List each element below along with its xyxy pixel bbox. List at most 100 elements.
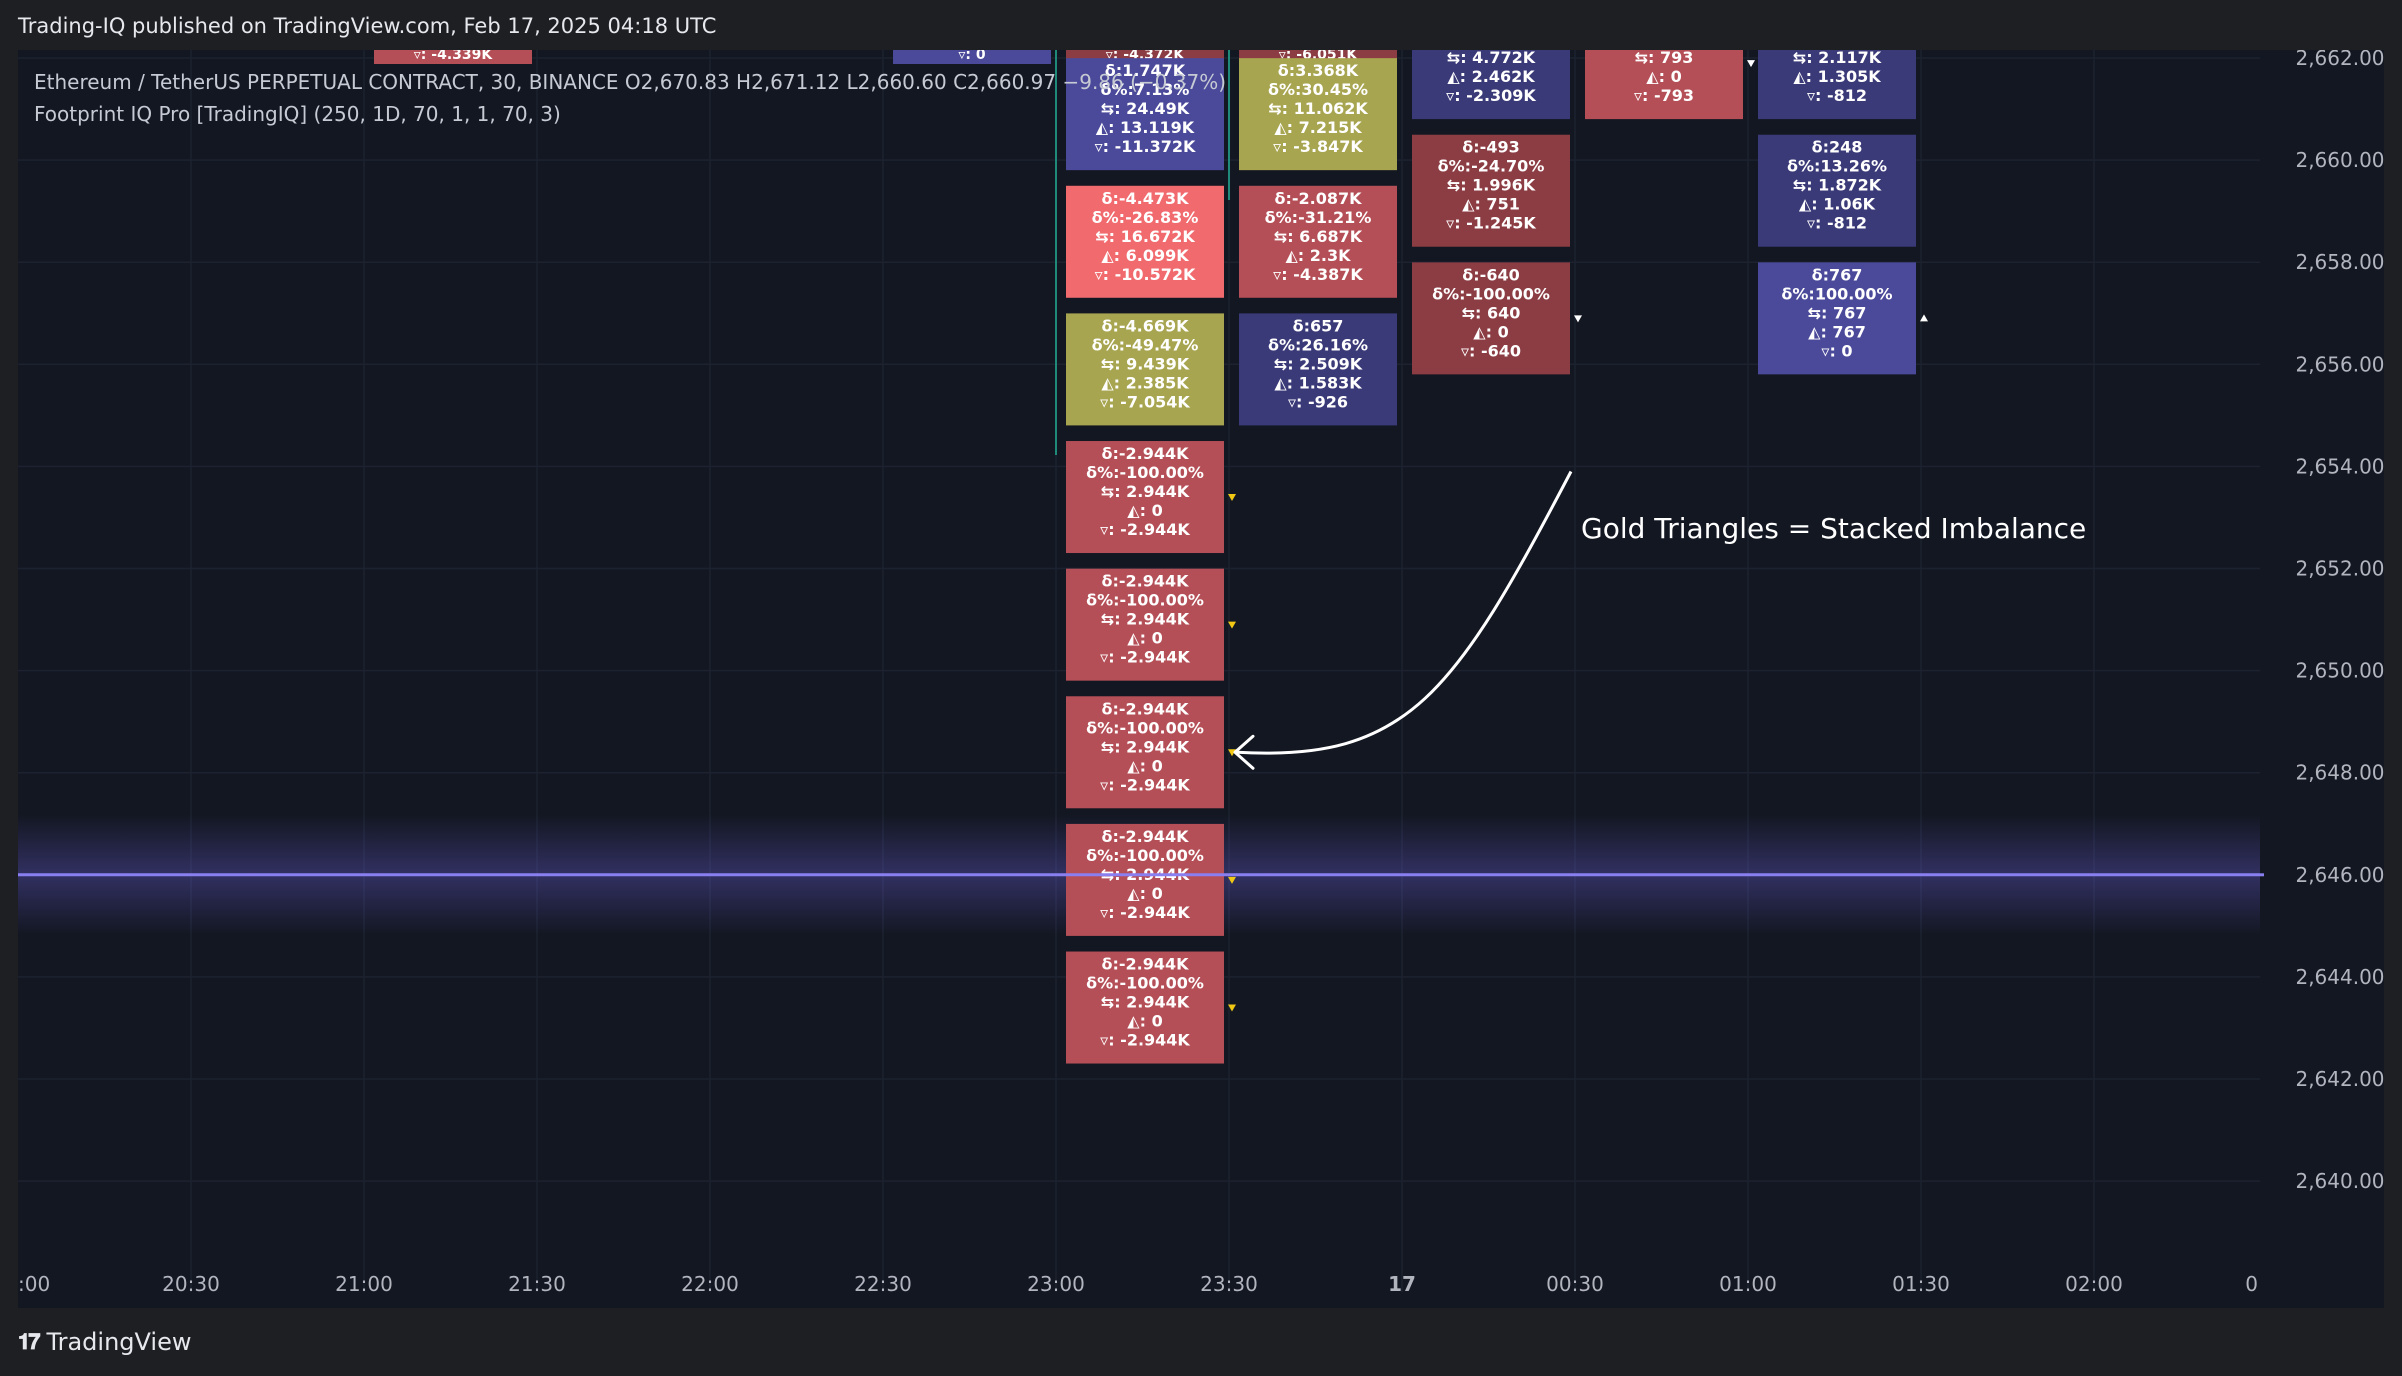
cell-value: ◭: 0 <box>1127 884 1162 903</box>
cell-value: ▿: -10.572K <box>1095 265 1196 284</box>
price-tick-label: 2,642.00 <box>2295 1067 2384 1091</box>
cell-value: δ:-2.944K <box>1101 827 1189 846</box>
footprint-chart[interactable]: ▿: -4.339K ▿: 0 ▿: -4.372K ▿: -6.051Kδ:1.74… <box>18 50 2260 1308</box>
cell-value: δ%:-100.00% <box>1086 846 1204 865</box>
cell-value: ⇆: 2.944K <box>1101 610 1190 629</box>
indicator-legend[interactable]: Footprint IQ Pro [TradingIQ] (250, 1D, 7… <box>34 102 561 126</box>
chart-legend[interactable]: Ethereum / TetherUS PERPETUAL CONTRACT, … <box>34 66 1226 130</box>
cell-background <box>1066 185 1224 298</box>
cell-value: ⇆: 11.062K <box>1268 99 1368 118</box>
cell-value: δ%:-100.00% <box>1086 974 1204 993</box>
cell-value: ▿: -812 <box>1807 86 1867 105</box>
cell-value: ▿: -2.944K <box>1100 1031 1190 1050</box>
cell-background <box>1239 185 1397 298</box>
price-tick-label: 2,648.00 <box>2295 761 2384 785</box>
tradingview-brand[interactable]: 𝟏𝟕 TradingView <box>18 1328 191 1356</box>
cell-value: ⇆: 16.672K <box>1095 227 1195 246</box>
cell-value: ▿: -4.387K <box>1273 265 1363 284</box>
cell-value: δ:3.368K <box>1278 61 1359 80</box>
cell-value: ◭: 0 <box>1127 501 1162 520</box>
cell-value: ⇆: 2.944K <box>1101 993 1190 1012</box>
cell-value: δ:-2.087K <box>1274 189 1362 208</box>
symbol-legend[interactable]: Ethereum / TetherUS PERPETUAL CONTRACT, … <box>34 70 1227 94</box>
cell-background <box>1239 313 1397 426</box>
time-tick-label: 22:30 <box>854 1272 912 1296</box>
cell-value: ▿: -3.847K <box>1273 137 1363 156</box>
time-tick-label: 21:30 <box>508 1272 566 1296</box>
cell-background <box>1066 823 1224 936</box>
cell-value: ◭: 0 <box>1473 322 1508 341</box>
tradingview-logo-icon: 𝟏𝟕 <box>18 1329 41 1355</box>
cell-value: ◭: 2.3K <box>1285 246 1351 265</box>
published-caption: Trading-IQ published on TradingView.com,… <box>18 14 717 38</box>
cell-value: δ%:-100.00% <box>1086 718 1204 737</box>
cell-value: ⇆: 2.117K <box>1793 50 1882 67</box>
price-tick-label: 2,662.00 <box>2295 50 2384 70</box>
cell-value: ⇆: 6.687K <box>1274 227 1363 246</box>
cell-value: ▿: -2.944K <box>1100 520 1190 539</box>
cell-background <box>1758 50 1916 120</box>
time-tick-label: 23:00 <box>1027 1272 1085 1296</box>
time-tick-label: 20:30 <box>162 1272 220 1296</box>
cell-value: ⇆: 1.996K <box>1447 176 1536 195</box>
cell-value: ▿: -926 <box>1288 392 1348 411</box>
cell-background <box>1066 951 1224 1064</box>
price-axis[interactable]: 2,662.00 2,660.00 2,658.00 2,656.00 2,654.00… <box>2260 50 2384 1308</box>
cell-value: δ%:-24.70% <box>1438 157 1545 176</box>
footprint-cell[interactable]: δ:153δ%:3.21%⇆: 4.772K◭: 2.462K▿: -2.309… <box>1412 50 1570 120</box>
cell-background <box>1412 50 1570 120</box>
cell-value: ⇆: 793 <box>1635 50 1694 67</box>
cell-value: ⇆: 9.439K <box>1101 354 1190 373</box>
cell-value: δ:-640 <box>1462 265 1519 284</box>
cell-value: δ%:26.16% <box>1268 335 1368 354</box>
price-tick-label: 2,654.00 <box>2295 454 2384 478</box>
imbalance-triangle <box>1228 1004 1236 1012</box>
cell-value: ⇆: 2.509K <box>1274 354 1363 373</box>
price-tick-label: 2,640.00 <box>2295 1169 2384 1193</box>
imbalance-triangle <box>1228 749 1236 757</box>
cell-value: δ:-2.944K <box>1101 955 1189 974</box>
cell-value: ▿: -2.944K <box>1100 648 1190 667</box>
cell-background <box>1066 313 1224 426</box>
price-tick-label: 2,650.00 <box>2295 659 2384 683</box>
cell-value: ⇆: 2.944K <box>1101 737 1190 756</box>
imbalance-triangle <box>1574 315 1582 323</box>
price-tick-label: 2,646.00 <box>2295 863 2384 887</box>
price-tick-label: 2,658.00 <box>2295 250 2384 274</box>
cell-background <box>1066 58 1224 171</box>
cell-value: ⇆: 767 <box>1808 303 1867 322</box>
cell-value: ▿: -640 <box>1461 341 1521 360</box>
cell-value: δ:-2.944K <box>1101 699 1189 718</box>
cell-value: ⇆: 640 <box>1462 303 1521 322</box>
cell-value: ⇆: 2.944K <box>1101 482 1190 501</box>
cell-value: δ%:-100.00% <box>1086 591 1204 610</box>
cell-value: ◭: 0 <box>1127 1012 1162 1031</box>
cell-background <box>1066 696 1224 809</box>
price-tick-label: 2,644.00 <box>2295 965 2384 989</box>
time-tick-label: 01:30 <box>1892 1272 1950 1296</box>
cell-value: ◭: 13.119K <box>1096 118 1195 137</box>
cell-value: ▿: -2.944K <box>1100 903 1190 922</box>
footprint-cell[interactable]: δ:-793δ%:-100.00%⇆: 793◭: 0▿: -793 <box>1585 50 1743 120</box>
cell-value: ◭: 2.462K <box>1447 67 1535 86</box>
cell-value: ▿: -7.054K <box>1100 392 1190 411</box>
clipped-cell <box>893 50 1051 64</box>
cell-value: δ:-4.669K <box>1101 316 1189 335</box>
cell-value: δ:-493 <box>1462 138 1519 157</box>
